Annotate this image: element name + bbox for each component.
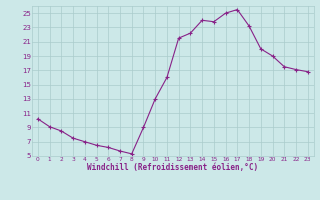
X-axis label: Windchill (Refroidissement éolien,°C): Windchill (Refroidissement éolien,°C) <box>87 163 258 172</box>
